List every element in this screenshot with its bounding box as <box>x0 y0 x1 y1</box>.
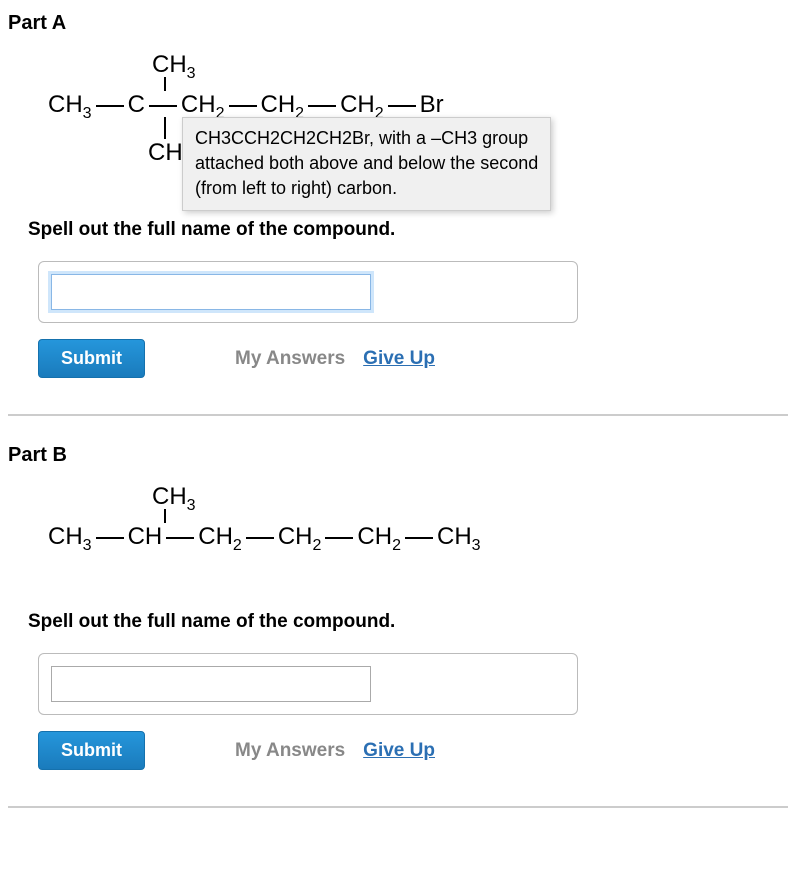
chem-sub: 3 <box>187 497 196 514</box>
part-b-answer-box <box>38 653 578 715</box>
chem-text: CH <box>261 91 296 118</box>
part-a-prompt: Spell out the full name of the compound. <box>28 219 788 241</box>
chem-sub: 3 <box>83 537 92 554</box>
part-b-links: My Answers Give Up <box>235 740 435 762</box>
section-divider <box>8 414 788 416</box>
chem-text: CH <box>340 91 375 118</box>
chem-top-group: CH3 <box>152 483 196 515</box>
part-a-structure: CH3 CH3CCH2CH2CH2Br CH CH3CCH2CH2CH2Br, … <box>48 51 788 201</box>
chem-text: Br <box>420 91 444 118</box>
chem-text: CH <box>128 523 163 550</box>
chem-sub: 3 <box>472 537 481 554</box>
part-a-button-row: Submit My Answers Give Up <box>38 339 788 378</box>
chem-text: CH <box>437 523 472 550</box>
chem-bond <box>96 537 124 539</box>
chem-bond <box>308 105 336 107</box>
my-answers-link[interactable]: My Answers <box>235 348 345 370</box>
chem-text: CH <box>152 51 187 78</box>
chem-bottom-group: CH <box>148 139 183 167</box>
give-up-link[interactable]: Give Up <box>363 740 435 762</box>
part-a-title: Part A <box>8 12 788 35</box>
chem-bond <box>229 105 257 107</box>
chem-bond <box>405 537 433 539</box>
chem-text: CH <box>198 523 233 550</box>
give-up-link[interactable]: Give Up <box>363 348 435 370</box>
chem-main-chain: CH3CHCH2CH2CH2CH3 <box>48 523 481 555</box>
tooltip-line: CH3CCH2CH2CH2Br, with a –CH3 group <box>195 126 538 151</box>
chem-sub: 2 <box>233 537 242 554</box>
chem-sub: 2 <box>392 537 401 554</box>
chem-bond <box>96 105 124 107</box>
chem-sub: 3 <box>187 65 196 82</box>
part-b-button-row: Submit My Answers Give Up <box>38 731 788 770</box>
part-b-prompt: Spell out the full name of the compound. <box>28 611 788 633</box>
tooltip-line: attached both above and below the second <box>195 151 538 176</box>
chem-text: CH <box>181 91 216 118</box>
part-b-answer-input[interactable] <box>51 666 371 702</box>
tooltip-line: (from left to right) carbon. <box>195 176 538 201</box>
structure-tooltip: CH3CCH2CH2CH2Br, with a –CH3 group attac… <box>182 117 551 211</box>
chem-text: CH <box>278 523 313 550</box>
chem-text: CH <box>48 91 83 118</box>
chem-bond <box>246 537 274 539</box>
chem-text: C <box>128 91 145 118</box>
my-answers-link[interactable]: My Answers <box>235 740 345 762</box>
chem-bond <box>149 105 177 107</box>
part-b-structure: CH3 CH3CHCH2CH2CH2CH3 <box>48 483 788 593</box>
part-a-answer-box <box>38 261 578 323</box>
part-b-title: Part B <box>8 444 788 467</box>
chem-vbond <box>164 77 166 91</box>
chem-text: CH <box>357 523 392 550</box>
submit-button[interactable]: Submit <box>38 339 145 378</box>
submit-button[interactable]: Submit <box>38 731 145 770</box>
part-a-answer-input[interactable] <box>51 274 371 310</box>
chem-top-group: CH3 <box>152 51 196 83</box>
chem-bond <box>388 105 416 107</box>
chem-text: CH <box>48 523 83 550</box>
chem-vbond <box>164 509 166 523</box>
chem-sub: 3 <box>83 105 92 122</box>
chem-vbond <box>164 117 166 139</box>
chem-bond <box>166 537 194 539</box>
chem-bond <box>325 537 353 539</box>
part-a-links: My Answers Give Up <box>235 348 435 370</box>
chem-sub: 2 <box>313 537 322 554</box>
chem-text: CH <box>148 139 183 166</box>
chem-text: CH <box>152 483 187 510</box>
section-divider <box>8 806 788 808</box>
